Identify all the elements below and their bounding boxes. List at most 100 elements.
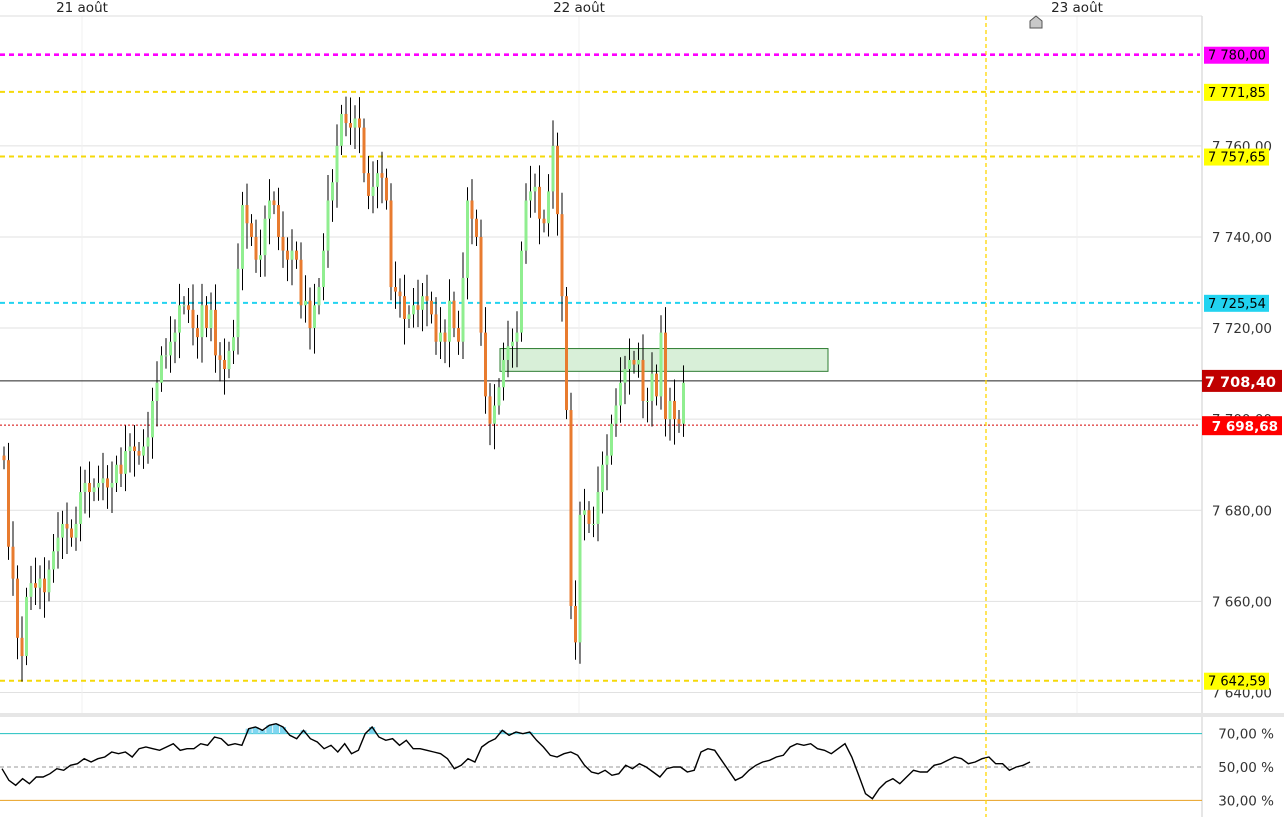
candle-body	[650, 373, 654, 401]
candle-body	[556, 145, 559, 215]
candle-body	[241, 205, 244, 269]
candle-body	[353, 118, 357, 128]
candle-body	[191, 309, 195, 329]
pane-divider[interactable]	[0, 713, 1284, 717]
candle-body	[623, 369, 627, 383]
indicator-tick-label: 50,00 %	[1218, 760, 1274, 776]
candle-body	[605, 455, 609, 465]
candle-body	[578, 514, 582, 643]
indicator-tick-label: 30,00 %	[1218, 793, 1274, 809]
candle-body	[664, 332, 667, 420]
price-level-label: 7 771,85	[1208, 86, 1266, 101]
home-marker-icon[interactable]	[1029, 15, 1043, 29]
candle-body	[34, 583, 37, 588]
price-level-tag	[1204, 83, 1269, 101]
candle-body	[421, 296, 424, 310]
candle-body	[461, 277, 465, 342]
candle-body	[106, 478, 109, 488]
candle-body	[389, 200, 393, 288]
candle-body	[218, 355, 222, 360]
candle-body	[443, 332, 447, 342]
y-tick-label: 7 660,00	[1212, 594, 1272, 610]
candle-body	[520, 250, 523, 333]
candle-body	[506, 346, 510, 360]
candle-body	[119, 464, 123, 474]
candle-body	[79, 492, 82, 524]
indicator-tick-label: 70,00 %	[1218, 727, 1274, 743]
candle-body	[92, 487, 96, 493]
candle-body	[286, 250, 289, 260]
candle-body	[448, 300, 451, 342]
candle-body	[403, 296, 406, 319]
candle-body	[160, 355, 163, 383]
y-tick-label: 7 680,00	[1212, 503, 1272, 519]
candle-body	[124, 451, 127, 474]
candle-body	[200, 305, 204, 338]
price-level-tag	[1204, 148, 1269, 166]
candle-body	[380, 173, 384, 178]
candle-body	[29, 583, 33, 597]
candle-body	[155, 382, 159, 401]
candle-body	[304, 300, 307, 306]
candle-body	[61, 523, 64, 538]
candle-body	[398, 291, 402, 297]
candle-body	[335, 145, 339, 183]
candle-body	[452, 300, 456, 329]
candle-body	[259, 255, 262, 260]
candle-body	[146, 437, 150, 447]
candle-body	[551, 145, 555, 192]
candle-body	[137, 451, 141, 456]
candle-body	[331, 182, 334, 201]
candle-body	[439, 332, 442, 342]
candle-body	[227, 350, 231, 370]
candle-body	[592, 523, 595, 525]
x-date-label: 22 août	[553, 0, 605, 16]
price-level-tag	[1204, 46, 1269, 64]
candle-body	[326, 200, 330, 251]
candle-body	[484, 332, 487, 397]
candle-body	[569, 410, 573, 606]
price-level-label: 7 757,65	[1208, 151, 1266, 166]
candle-body	[97, 482, 100, 488]
candle-body	[349, 123, 352, 128]
candle-body	[164, 355, 168, 357]
candle-body	[394, 287, 397, 292]
candle-body	[178, 305, 181, 333]
candle-body	[182, 305, 186, 307]
candle-body	[470, 200, 474, 219]
candle-body	[524, 200, 528, 251]
price-level-tag	[1204, 672, 1269, 690]
candle-body	[614, 405, 618, 424]
candle-body	[317, 287, 321, 306]
candle-body	[187, 305, 190, 310]
current-price-label: 7 708,40	[1205, 375, 1276, 391]
candle-body	[515, 332, 519, 342]
candle-body	[632, 359, 636, 365]
candle-body	[295, 250, 298, 260]
candle-body	[290, 250, 294, 260]
candle-body	[466, 200, 469, 278]
y-tick-label: 7 740,00	[1212, 230, 1272, 246]
candle-body	[20, 637, 24, 657]
candle-body	[407, 314, 411, 319]
candle-body	[529, 191, 532, 201]
candle-body	[205, 305, 208, 329]
candle-body	[385, 177, 388, 201]
candle-body	[16, 578, 19, 638]
candle-body	[101, 478, 105, 483]
candle-body	[11, 546, 15, 579]
candle-body	[367, 173, 370, 196]
overbought-fill	[245, 723, 533, 734]
candle-body	[38, 578, 42, 588]
candle-body	[425, 296, 429, 301]
candle-body	[322, 250, 325, 288]
candle-body	[538, 186, 541, 219]
candle-body	[601, 464, 604, 493]
candle-body	[646, 400, 649, 402]
price-level-label: 7 642,59	[1208, 675, 1266, 690]
candle-body	[128, 446, 132, 452]
candle-body	[628, 359, 631, 370]
candle-body	[574, 605, 577, 643]
